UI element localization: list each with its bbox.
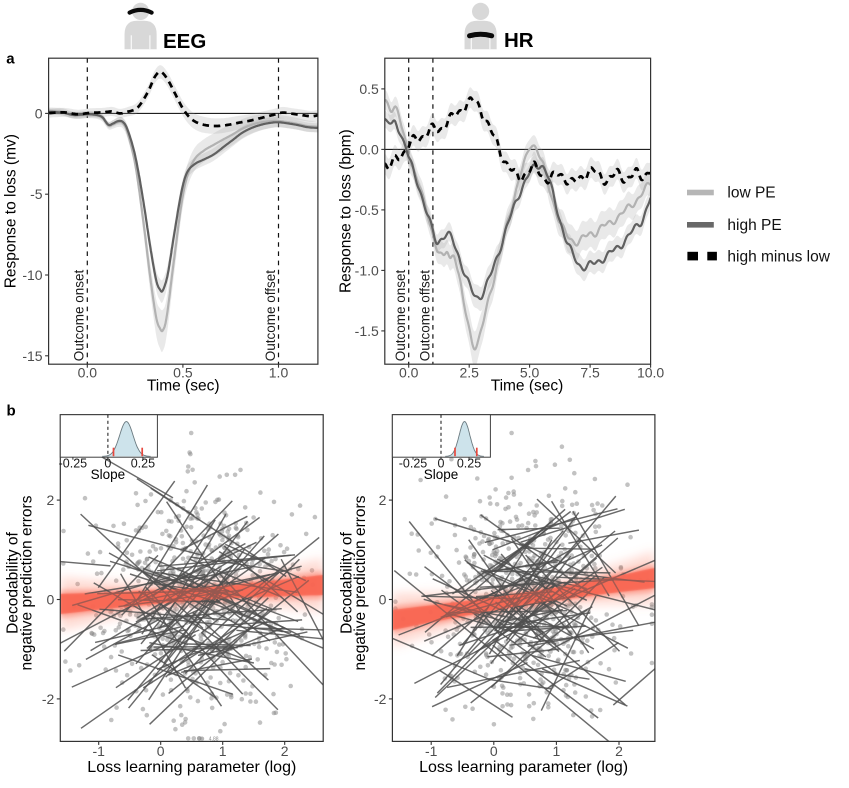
svg-text:-1: -1 bbox=[425, 743, 438, 759]
svg-text:-1: -1 bbox=[92, 743, 105, 759]
svg-text:1.0: 1.0 bbox=[269, 365, 289, 381]
svg-text:Outcome offset: Outcome offset bbox=[263, 270, 278, 362]
svg-text:2: 2 bbox=[379, 492, 387, 508]
svg-text:Response to loss (mv): Response to loss (mv) bbox=[3, 134, 20, 288]
svg-text:2.5: 2.5 bbox=[459, 365, 479, 381]
svg-text:high minus low: high minus low bbox=[727, 249, 830, 266]
svg-text:0.25: 0.25 bbox=[457, 457, 481, 471]
svg-text:high PE: high PE bbox=[727, 217, 781, 234]
svg-text:-1.5: -1.5 bbox=[355, 323, 379, 339]
svg-text:0: 0 bbox=[157, 743, 165, 759]
svg-text:0: 0 bbox=[47, 592, 55, 608]
svg-text:2: 2 bbox=[281, 743, 289, 759]
svg-text:2: 2 bbox=[615, 743, 623, 759]
svg-text:Slope: Slope bbox=[424, 467, 459, 482]
svg-text:0.5: 0.5 bbox=[359, 81, 379, 97]
svg-text:2: 2 bbox=[47, 492, 55, 508]
svg-text:0: 0 bbox=[379, 592, 387, 608]
svg-text:Outcome offset: Outcome offset bbox=[417, 270, 432, 362]
svg-text:Loss learning parameter (log): Loss learning parameter (log) bbox=[419, 759, 628, 776]
svg-text:0: 0 bbox=[35, 105, 43, 121]
svg-text:low PE: low PE bbox=[727, 185, 775, 202]
svg-text:1: 1 bbox=[553, 743, 561, 759]
svg-text:0.0: 0.0 bbox=[399, 365, 419, 381]
svg-text:1: 1 bbox=[219, 743, 227, 759]
svg-text:Response to loss (bpm): Response to loss (bpm) bbox=[338, 129, 355, 293]
svg-text:0: 0 bbox=[490, 743, 498, 759]
svg-text:-0.25: -0.25 bbox=[59, 457, 88, 471]
svg-text:-2: -2 bbox=[42, 691, 55, 707]
svg-text:-5: -5 bbox=[30, 186, 43, 202]
svg-text:0.25: 0.25 bbox=[131, 457, 155, 471]
svg-text:Outcome onset: Outcome onset bbox=[393, 270, 408, 362]
svg-text:Outcome onset: Outcome onset bbox=[72, 270, 87, 362]
svg-text:Time (sec): Time (sec) bbox=[491, 378, 564, 395]
svg-text:4.88: 4.88 bbox=[209, 737, 219, 743]
svg-text:EEG: EEG bbox=[163, 30, 206, 53]
svg-text:-1.0: -1.0 bbox=[355, 262, 379, 278]
svg-text:-10: -10 bbox=[22, 267, 42, 283]
svg-text:-0.5: -0.5 bbox=[355, 202, 379, 218]
svg-text:negative prediction errors: negative prediction errors bbox=[352, 495, 369, 670]
svg-text:7.5: 7.5 bbox=[580, 365, 600, 381]
svg-text:Time (sec): Time (sec) bbox=[147, 378, 220, 395]
svg-text:Loss learning parameter (log): Loss learning parameter (log) bbox=[87, 759, 296, 776]
svg-text:-15: -15 bbox=[22, 348, 42, 364]
svg-text:Slope: Slope bbox=[91, 467, 126, 482]
svg-text:-2: -2 bbox=[374, 691, 387, 707]
svg-text:0.0: 0.0 bbox=[78, 365, 98, 381]
svg-text:b: b bbox=[7, 402, 16, 419]
svg-text:0.0: 0.0 bbox=[359, 141, 379, 157]
svg-text:negative prediction errors: negative prediction errors bbox=[18, 495, 35, 670]
svg-text:a: a bbox=[6, 50, 15, 67]
svg-text:10.0: 10.0 bbox=[637, 365, 664, 381]
svg-text:HR: HR bbox=[504, 29, 534, 52]
